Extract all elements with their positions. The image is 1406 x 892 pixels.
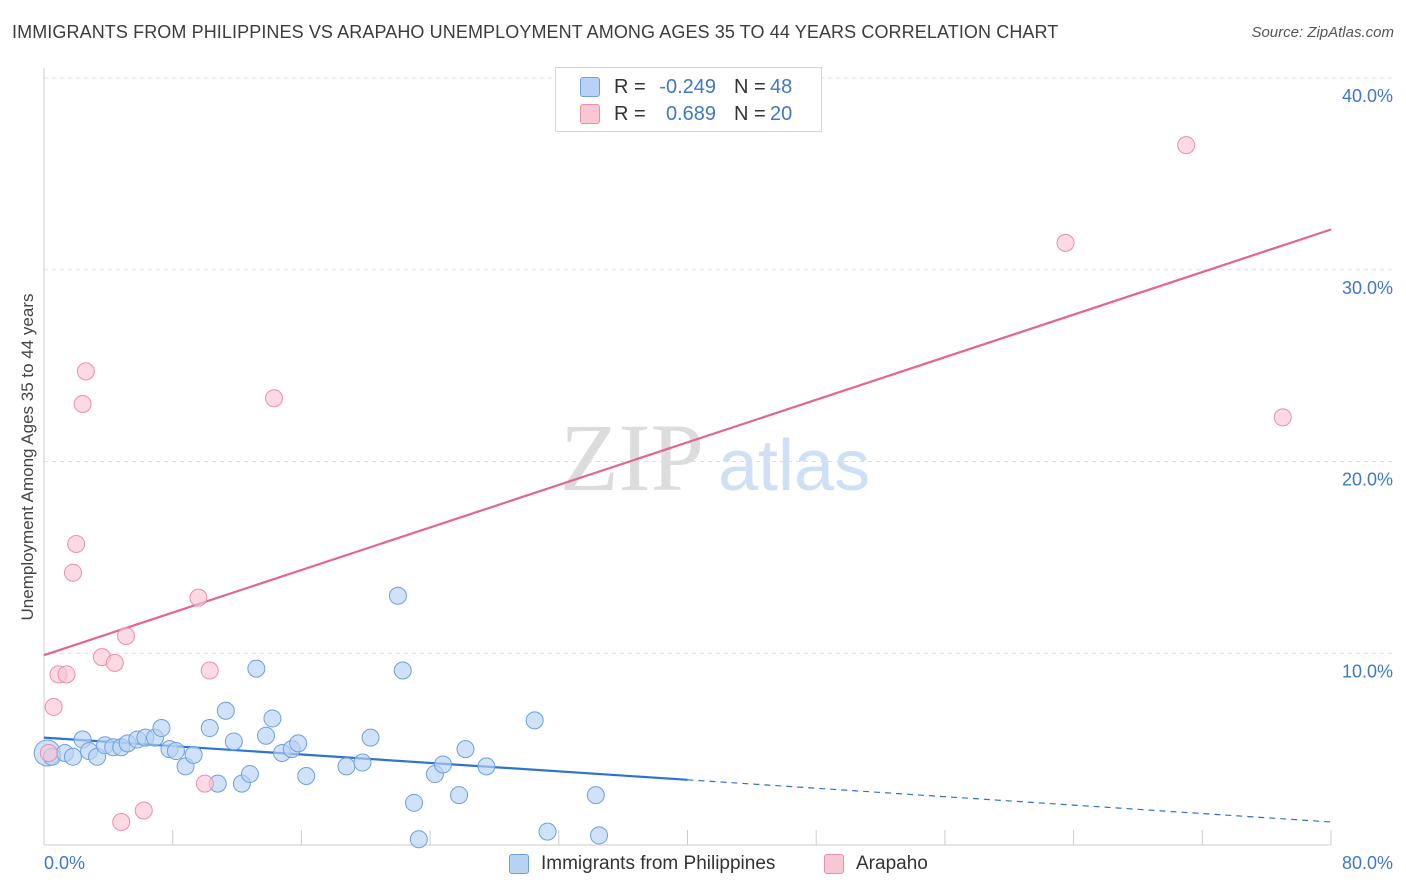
y-tick-label: 40.0% <box>1342 86 1393 106</box>
legend-n-value: 20 <box>770 102 793 125</box>
trend-line-arapaho <box>43 228 1332 657</box>
trend-line-solid <box>43 228 1332 657</box>
data-point-arapaho <box>73 394 92 413</box>
data-point-arapaho <box>76 362 95 381</box>
correlation-legend: R = -0.249 N = 48 R = 0.689 N = 20 <box>555 67 822 132</box>
data-point-philippines <box>477 757 496 776</box>
data-point-arapaho <box>67 534 86 553</box>
y-tick-label: 10.0% <box>1342 661 1393 681</box>
legend-r-label: R = <box>614 102 646 125</box>
data-point-philippines <box>538 822 557 841</box>
data-point-philippines <box>353 753 372 772</box>
data-point-arapaho <box>63 563 82 582</box>
data-point-philippines <box>216 701 235 720</box>
data-point-philippines <box>240 765 259 784</box>
legend-r-value: -0.249 <box>659 75 716 98</box>
tick-labels: 10.0% 20.0% 30.0% 40.0% 0.0% 80.0% <box>44 86 1393 873</box>
data-point-philippines <box>388 586 407 605</box>
x-tick-label: 80.0% <box>1342 853 1393 873</box>
watermark: ZIP atlas <box>560 404 870 511</box>
data-point-arapaho <box>57 665 76 684</box>
data-point-philippines <box>525 711 544 730</box>
data-point-arapaho <box>117 626 136 645</box>
y-tick-label: 20.0% <box>1342 470 1393 490</box>
data-point-philippines <box>456 740 475 759</box>
data-point-philippines <box>166 742 185 761</box>
x-tick-label: 0.0% <box>44 853 85 873</box>
data-point-philippines <box>63 747 82 766</box>
data-point-arapaho <box>200 661 219 680</box>
legend-n-value: 48 <box>770 75 793 98</box>
legend-swatch-philippines <box>509 854 529 874</box>
data-point-arapaho <box>39 743 58 762</box>
watermark-zip: ZIP <box>560 404 704 511</box>
data-point-arapaho <box>44 697 63 716</box>
data-point-philippines <box>184 745 203 764</box>
data-point-philippines <box>200 719 219 738</box>
legend-item-arapaho[interactable]: Arapaho <box>824 853 928 875</box>
chart-title: IMMIGRANTS FROM PHILIPPINES VS ARAPAHO U… <box>12 22 1059 42</box>
data-point-philippines <box>393 661 412 680</box>
y-tick-label: 30.0% <box>1342 278 1393 298</box>
y-axis-label: Unemployment Among Ages 35 to 44 years <box>18 294 37 621</box>
legend-n-label: N = <box>734 102 766 125</box>
data-point-arapaho <box>1177 136 1196 155</box>
legend-item-philippines[interactable]: Immigrants from Philippines <box>509 853 775 875</box>
grid-lines <box>44 77 1392 654</box>
data-point-arapaho <box>134 801 153 820</box>
data-point-philippines <box>263 709 282 728</box>
legend-r-label: R = <box>614 75 646 98</box>
axes <box>43 68 1332 846</box>
legend-row-arapaho: R = 0.689 N = 20 <box>580 101 792 127</box>
data-point-philippines <box>433 755 452 774</box>
data-point-arapaho <box>105 653 124 672</box>
watermark-atlas: atlas <box>718 426 870 506</box>
legend-swatch-arapaho <box>580 104 600 124</box>
data-point-arapaho <box>189 588 208 607</box>
data-point-arapaho <box>195 774 214 793</box>
data-point-philippines <box>586 786 605 805</box>
legend-label-philippines: Immigrants from Philippines <box>541 853 776 874</box>
data-point-philippines <box>297 766 316 785</box>
series-arapaho-points <box>39 136 1292 831</box>
legend-swatch-philippines <box>580 77 600 97</box>
data-point-arapaho <box>1273 408 1292 427</box>
legend-n-label: N = <box>734 75 766 98</box>
legend-row-philippines: R = -0.249 N = 48 <box>580 74 792 100</box>
data-point-philippines <box>257 726 276 745</box>
data-point-philippines <box>289 734 308 753</box>
data-point-philippines <box>247 659 266 678</box>
legend-r-value: 0.689 <box>665 102 716 125</box>
source-label: Source: ZipAtlas.com <box>1251 24 1394 41</box>
data-point-philippines <box>361 728 380 747</box>
series-philippines-points <box>33 586 609 849</box>
legend-swatch-arapaho <box>824 854 844 874</box>
data-point-arapaho <box>265 389 284 408</box>
data-point-philippines <box>224 732 243 751</box>
legend-label-arapaho: Arapaho <box>856 853 928 874</box>
trend-line-dashed <box>687 779 1332 823</box>
data-point-arapaho <box>1056 233 1075 252</box>
series-legend: Immigrants from Philippines Arapaho <box>0 853 1406 877</box>
data-point-philippines <box>405 793 424 812</box>
data-point-philippines <box>450 786 469 805</box>
data-point-arapaho <box>112 812 131 831</box>
data-point-philippines <box>409 830 428 849</box>
data-point-philippines <box>337 757 356 776</box>
data-point-philippines <box>152 719 171 738</box>
data-point-philippines <box>590 826 609 845</box>
